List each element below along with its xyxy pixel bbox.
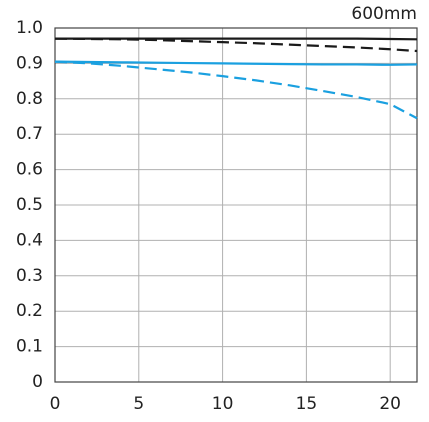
series-line — [54, 37, 418, 53]
y-tick-label: 0.8 — [16, 89, 43, 109]
y-tick-label: 0.2 — [16, 301, 43, 321]
x-tick-label: 20 — [379, 394, 401, 414]
y-tick-label: 0.1 — [16, 337, 43, 357]
y-tick-label: 0 — [32, 372, 43, 392]
y-tick-label: 0.4 — [16, 230, 43, 250]
x-tick-label: 15 — [296, 394, 318, 414]
x-tick-label: 0 — [50, 394, 61, 414]
x-tick-label: 10 — [212, 394, 234, 414]
y-tick-label: 0.3 — [16, 266, 43, 286]
chart-title: 600mm — [351, 4, 417, 24]
plot-frame — [54, 27, 418, 383]
x-tick-label: 5 — [133, 394, 144, 414]
y-tick-label: 1.0 — [16, 18, 43, 38]
y-tick-label: 0.5 — [16, 195, 43, 215]
series-line — [54, 60, 418, 66]
y-tick-label: 0.7 — [16, 124, 43, 144]
y-tick-label: 0.9 — [16, 53, 43, 73]
series-line — [54, 60, 418, 120]
y-tick-label: 0.6 — [16, 160, 43, 180]
